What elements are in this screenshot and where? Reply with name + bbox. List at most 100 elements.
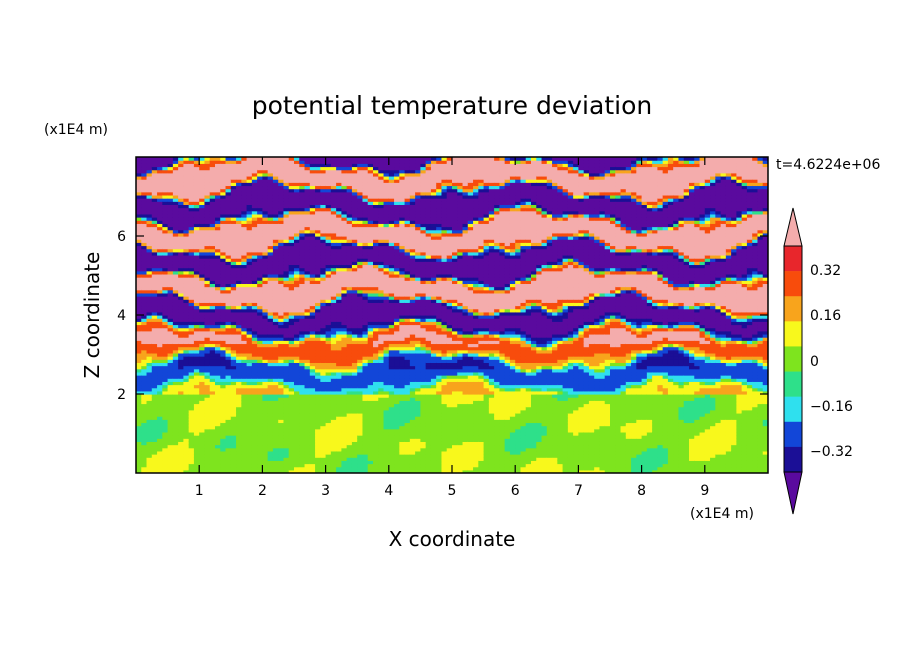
contour-cell (178, 340, 184, 345)
contour-cell (193, 400, 200, 405)
contour-cell (188, 213, 195, 218)
contour-cell (199, 273, 206, 278)
contour-cell (167, 463, 174, 468)
contour-cell (188, 194, 195, 199)
contour-cell (157, 210, 163, 215)
contour-cell (183, 261, 190, 266)
contour-cell (225, 349, 232, 354)
contour-cell (141, 220, 148, 224)
contour-cell (172, 330, 179, 335)
contour-cell (199, 299, 206, 303)
contour-cell (267, 321, 274, 326)
contour-cell (257, 378, 263, 382)
contour-cell (230, 261, 237, 266)
contour-cell (157, 169, 163, 174)
contour-cell (188, 318, 195, 322)
contour-cell (199, 267, 206, 272)
contour-cell (288, 435, 295, 439)
contour-cell (262, 280, 269, 284)
contour-cell (162, 397, 169, 401)
contour-cell (136, 444, 142, 449)
contour-cell (162, 333, 169, 338)
contour-cell (267, 198, 274, 202)
contour-cell (146, 428, 153, 433)
contour-cell (183, 220, 190, 224)
contour-cell (225, 280, 232, 284)
contour-cell (267, 330, 274, 335)
contour-cell (225, 270, 232, 275)
contour-cell (146, 191, 153, 196)
contour-cell (225, 160, 232, 164)
contour-cell (241, 198, 248, 202)
contour-cell (230, 378, 237, 382)
contour-cell (209, 299, 216, 303)
contour-cell (251, 308, 258, 313)
contour-cell (220, 384, 227, 389)
contour-cell (272, 447, 279, 452)
contour-cell (199, 397, 206, 401)
contour-cell (141, 412, 148, 417)
contour-cell (188, 378, 195, 382)
contour-cell (225, 251, 232, 256)
contour-cell (167, 220, 174, 224)
contour-cell (267, 289, 274, 294)
contour-cell (146, 299, 153, 303)
contour-cell (272, 273, 279, 278)
contour-cell (151, 409, 158, 414)
contour-cell (278, 194, 285, 199)
contour-cell (288, 327, 295, 332)
contour-cell (241, 330, 248, 335)
contour-cell (162, 356, 169, 360)
contour-cell (230, 302, 237, 307)
contour-cell (267, 431, 274, 436)
contour-cell (172, 179, 179, 183)
contour-cell (146, 286, 153, 291)
contour-cell (262, 378, 269, 382)
contour-cell (178, 175, 184, 180)
contour-cell (257, 394, 263, 398)
contour-cell (188, 356, 195, 360)
contour-cell (220, 412, 227, 417)
contour-cell (199, 327, 206, 332)
contour-cell (157, 220, 163, 224)
contour-cell (215, 387, 221, 392)
contour-cell (257, 466, 263, 471)
contour-cell (267, 248, 274, 253)
contour-cell (167, 394, 174, 398)
contour-cell (251, 394, 258, 398)
contour-cell (246, 305, 253, 310)
contour-cell (215, 368, 221, 373)
contour-cell (241, 422, 248, 427)
contour-cell (246, 166, 253, 171)
contour-cell (288, 469, 295, 473)
contour-cell (283, 466, 290, 471)
contour-cell (183, 469, 190, 473)
contour-cell (167, 381, 174, 386)
contour-cell (136, 251, 142, 256)
contour-cell (146, 431, 153, 436)
contour-cell (136, 327, 142, 332)
contour-cell (188, 409, 195, 414)
contour-cell (178, 422, 184, 427)
contour-cell (283, 346, 290, 351)
contour-cell (251, 236, 258, 240)
contour-cell (183, 466, 190, 471)
contour-cell (278, 163, 285, 168)
contour-cell (172, 356, 179, 360)
contour-cell (278, 419, 285, 424)
contour-cell (246, 220, 253, 224)
contour-cell (215, 229, 221, 234)
contour-cell (172, 340, 179, 345)
contour-cell (209, 349, 216, 354)
contour-cell (246, 378, 253, 382)
contour-cell (136, 188, 142, 193)
contour-cell (236, 422, 242, 427)
contour-cell (136, 217, 142, 221)
contour-cell (183, 163, 190, 168)
contour-cell (246, 444, 253, 449)
contour-cell (136, 431, 142, 436)
contour-cell (151, 343, 158, 348)
contour-cell (183, 280, 190, 284)
contour-cell (146, 466, 153, 471)
contour-cell (204, 207, 211, 212)
